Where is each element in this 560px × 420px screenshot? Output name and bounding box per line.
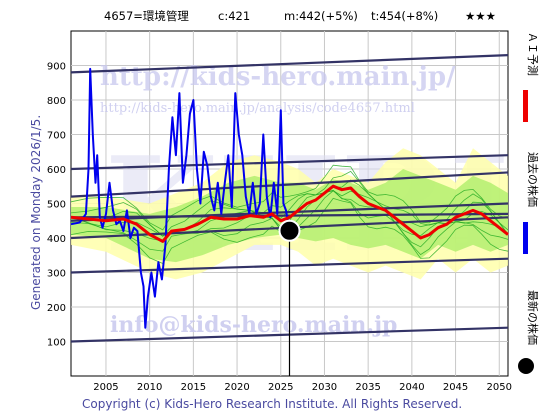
trend-lines: [70, 54, 509, 343]
past-price-series: [70, 67, 291, 329]
y-tick-label: 700: [47, 131, 66, 142]
y-tick-label: 200: [47, 303, 66, 314]
current-price: c:421: [218, 9, 250, 23]
legend-forecast-label: ＡＩ予測: [526, 32, 540, 76]
y-tick-label: 300: [47, 269, 66, 280]
trend-line: [70, 202, 509, 222]
legend-past-label: 過去の株価: [526, 152, 540, 207]
copyright-notice: Copyright (c) Kids-Hero Research Institu…: [82, 397, 462, 411]
x-tick-label: 2030: [312, 382, 337, 393]
y-tick-label: 400: [47, 234, 66, 245]
x-tick-label: 2035: [355, 382, 380, 393]
x-tick-label: 2050: [487, 382, 512, 393]
stock-title: 4657=環境管理: [104, 9, 189, 23]
mid-target: m:442(+5%): [284, 9, 358, 23]
target-price: t:454(+8%): [371, 9, 438, 23]
x-tick-label: 2015: [181, 382, 206, 393]
y-tick-label: 900: [47, 62, 66, 73]
simulation-line: [70, 190, 509, 256]
x-axis-ticks: 2005 2010 2015 2020 2025 2030 2035 2040 2045 2050: [93, 382, 512, 393]
y-tick-label: 800: [47, 96, 66, 107]
forecast-line: [70, 184, 509, 243]
watermark-email: info@kids-hero.main.jp: [110, 312, 397, 338]
past-price-line: [70, 67, 291, 329]
legend-forecast-swatch: [523, 90, 528, 122]
forecast-series: [70, 184, 509, 243]
legend: ＡＩ予測 過去の株価 最新の株価: [518, 32, 540, 374]
latest-price-marker: [278, 219, 301, 242]
x-tick-label: 2025: [268, 382, 293, 393]
generated-date: Generated on Monday 2026/1/5.: [29, 115, 43, 310]
rating-stars: ★★★: [465, 9, 496, 23]
y-tick-label: 100: [47, 338, 66, 349]
y-tick-label: 500: [47, 200, 66, 211]
legend-latest-swatch: [518, 358, 534, 374]
x-tick-label: 2010: [137, 382, 162, 393]
trend-line: [70, 54, 509, 74]
x-tick-label: 2020: [224, 382, 249, 393]
watermark-url-small: http://kids-hero.main.jp/analysis/code46…: [100, 101, 415, 116]
legend-latest-label: 最新の株価: [526, 290, 540, 345]
x-tick-label: 2045: [443, 382, 468, 393]
y-tick-label: 600: [47, 165, 66, 176]
x-tick-label: 2040: [399, 382, 424, 393]
latest-price-marker-group: [278, 219, 301, 376]
x-tick-label: 2005: [93, 382, 118, 393]
trend-line: [70, 154, 509, 171]
trend-line: [70, 171, 509, 198]
y-axis-ticks: 100 200 300 400 500 600 700 800 900: [47, 62, 66, 349]
legend-past-swatch: [523, 222, 528, 254]
watermark-url-large: http://kids-hero.main.jp/: [100, 62, 456, 92]
